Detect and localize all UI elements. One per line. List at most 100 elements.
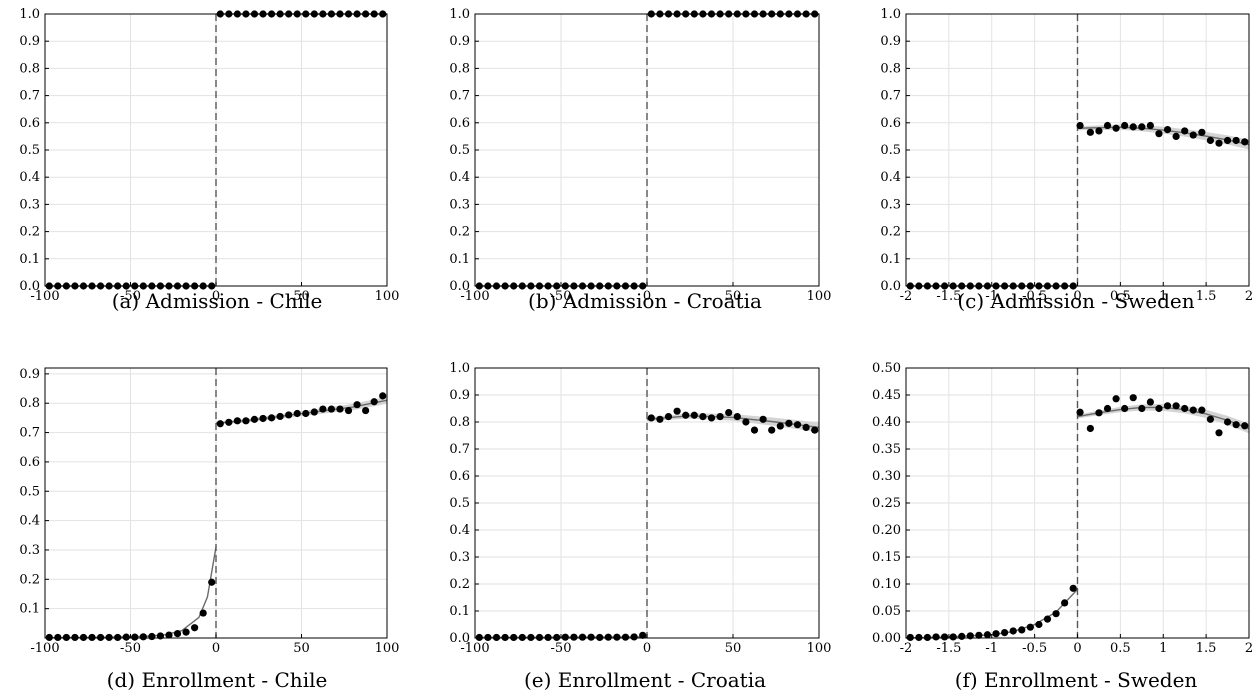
data-point	[139, 282, 147, 290]
data-point	[596, 633, 604, 642]
data-point	[561, 282, 569, 290]
data-point	[114, 282, 122, 290]
data-point	[510, 282, 518, 290]
data-point	[1129, 123, 1137, 131]
data-point	[1009, 627, 1017, 635]
x-tick-label: -100	[460, 289, 489, 304]
data-point	[233, 417, 241, 425]
data-point	[733, 10, 741, 18]
data-point	[62, 282, 70, 290]
data-point	[1155, 404, 1163, 413]
data-point	[71, 282, 79, 290]
y-tick-label: 0.7	[449, 442, 470, 457]
y-tick-label: 0.3	[19, 543, 40, 558]
data-point	[1026, 623, 1034, 631]
data-point	[1241, 138, 1249, 146]
data-point	[1241, 422, 1249, 430]
x-tick-label: 0	[212, 641, 220, 656]
data-point	[510, 633, 518, 642]
data-point	[267, 414, 276, 422]
data-point	[79, 633, 88, 642]
data-point	[664, 413, 673, 421]
y-tick-label: 0.1	[19, 602, 40, 617]
caption-panel-b: (b) Admission - Croatia	[528, 289, 762, 313]
data-point	[182, 282, 190, 290]
data-point	[344, 406, 353, 415]
data-point	[319, 405, 327, 413]
x-tick-label: -1	[985, 641, 998, 656]
data-point	[165, 631, 173, 639]
data-point	[966, 282, 974, 290]
data-point	[664, 10, 673, 18]
data-point	[208, 578, 216, 586]
y-tick-label: 0.3	[449, 197, 470, 212]
y-tick-label: 0.35	[872, 442, 901, 457]
y-tick-label: 0.2	[880, 225, 901, 240]
data-point	[156, 632, 165, 640]
x-tick-label: 100	[807, 641, 832, 656]
data-point	[1163, 402, 1172, 410]
data-point	[647, 10, 655, 18]
data-point	[802, 423, 810, 431]
x-tick-label: 50	[725, 641, 742, 656]
data-point	[1198, 406, 1206, 414]
x-tick-label: -50	[120, 641, 141, 656]
x-tick-label: 1	[1159, 641, 1167, 656]
confidence-band	[216, 396, 387, 425]
caption-panel-f: (f) Enrollment - Sweden	[954, 668, 1198, 692]
data-point	[208, 282, 216, 290]
panel-b: -100 -50 0 50 100 0.0 0.1 0.2 0.3 0.4 0.5 0.6 0.7 0.8…	[449, 7, 831, 304]
data-point	[759, 415, 767, 423]
data-point	[276, 10, 284, 18]
data-point	[242, 10, 250, 18]
data-point	[1223, 136, 1232, 145]
data-point	[518, 633, 526, 642]
y-tick-label: 0.6	[449, 469, 470, 484]
data-point	[1035, 620, 1043, 629]
y-tick-label: 0.1	[880, 252, 901, 267]
data-point	[613, 282, 621, 290]
x-tick-label: 100	[807, 289, 832, 304]
x-tick-label: -0.5	[1022, 641, 1047, 656]
data-point	[1052, 610, 1060, 618]
panel-a: -100 -50 0 50 100 0.0 0.1 0.2 0.3 0.4 0.5 0.6 0.7 0.8…	[19, 7, 399, 304]
panel-f: -2 -1.5 -1 -0.5 0 0.5 1 1.5 2 0.00 0.05 0.10 0.15 0.2…	[872, 361, 1253, 656]
data-point	[216, 10, 224, 18]
data-point	[1206, 415, 1215, 423]
data-point	[940, 633, 949, 641]
data-point	[682, 10, 690, 18]
data-point	[940, 282, 949, 290]
data-point	[379, 10, 387, 18]
y-tick-label: 0.6	[19, 116, 40, 131]
data-point	[570, 633, 578, 641]
y-tick-label: 0.9	[880, 34, 901, 49]
data-point	[604, 633, 612, 641]
data-point	[131, 282, 139, 290]
y-tick-label: 0.1	[449, 252, 470, 267]
data-point	[1181, 404, 1189, 413]
data-point	[527, 633, 535, 642]
data-point	[1155, 130, 1163, 138]
data-point	[553, 282, 561, 290]
data-point	[716, 10, 724, 18]
x-tick-label: -50	[120, 289, 141, 304]
data-point	[915, 282, 923, 290]
data-point	[983, 282, 992, 290]
data-point	[587, 633, 595, 641]
x-tick-label: -1.5	[936, 289, 961, 304]
y-tick-label: 0.1	[449, 604, 470, 619]
y-tick-label: 0.40	[872, 415, 901, 430]
data-point	[1076, 121, 1084, 130]
y-tick-label: 0.8	[449, 415, 470, 430]
data-point	[906, 633, 914, 642]
data-point	[191, 282, 199, 290]
data-point	[285, 10, 293, 18]
data-point	[1061, 282, 1069, 290]
data-point	[259, 10, 267, 18]
data-point	[906, 282, 914, 290]
data-point	[1223, 418, 1232, 426]
y-tick-label: 0.2	[19, 572, 40, 587]
y-tick-label: 0.9	[19, 367, 40, 382]
y-tick-label: 1.0	[449, 7, 470, 22]
data-point	[742, 418, 750, 426]
